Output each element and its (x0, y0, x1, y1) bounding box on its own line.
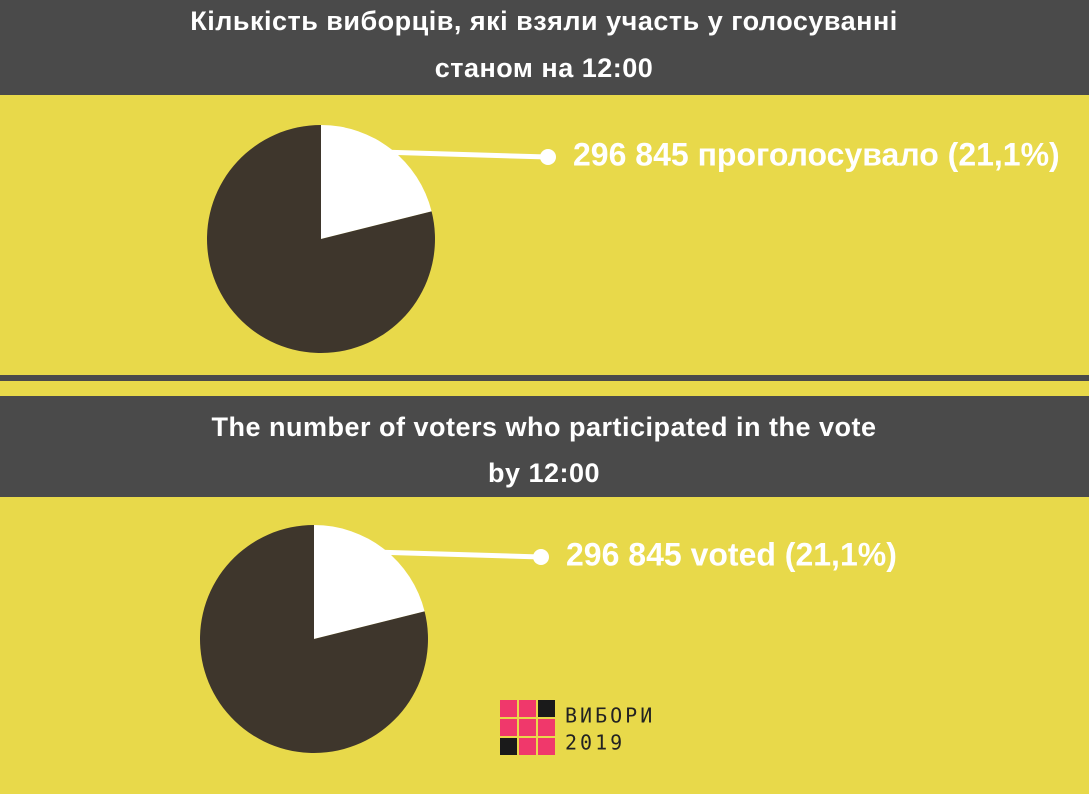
chart-subtitle: by 12:00 (488, 458, 600, 488)
leader-line (381, 549, 542, 560)
logo: ВИБОРИ 2019 (500, 700, 655, 755)
header-band (0, 0, 1089, 95)
divider (0, 375, 1089, 381)
chart-title: The number of voters who participated in… (211, 412, 876, 442)
pie-slice (321, 125, 432, 239)
pie-slice (314, 525, 425, 639)
chart-subtitle: станом на 12:00 (435, 53, 654, 83)
logo-square (538, 719, 555, 736)
annotation: 296 845 проголосувало (21,1%) (573, 136, 1060, 172)
logo-square (519, 700, 536, 717)
leader-line (388, 149, 549, 160)
chart-title: Кількість виборців, які взяли участь у г… (190, 6, 898, 36)
panel (0, 95, 1089, 375)
logo-square (500, 738, 517, 755)
logo-square (538, 738, 555, 755)
logo-square (519, 719, 536, 736)
logo-name: ВИБОРИ (565, 704, 655, 728)
logo-square (538, 700, 555, 717)
logo-square (500, 719, 517, 736)
gap (0, 381, 1089, 396)
leader-dot (540, 149, 556, 165)
annotation: 296 845 voted (21,1%) (566, 536, 897, 572)
logo-square (519, 738, 536, 755)
header-band (0, 396, 1089, 497)
pie-slice (200, 525, 428, 753)
logo-year: 2019 (565, 731, 625, 755)
logo-square (500, 700, 517, 717)
leader-dot (533, 549, 549, 565)
pie-slice (207, 125, 435, 354)
